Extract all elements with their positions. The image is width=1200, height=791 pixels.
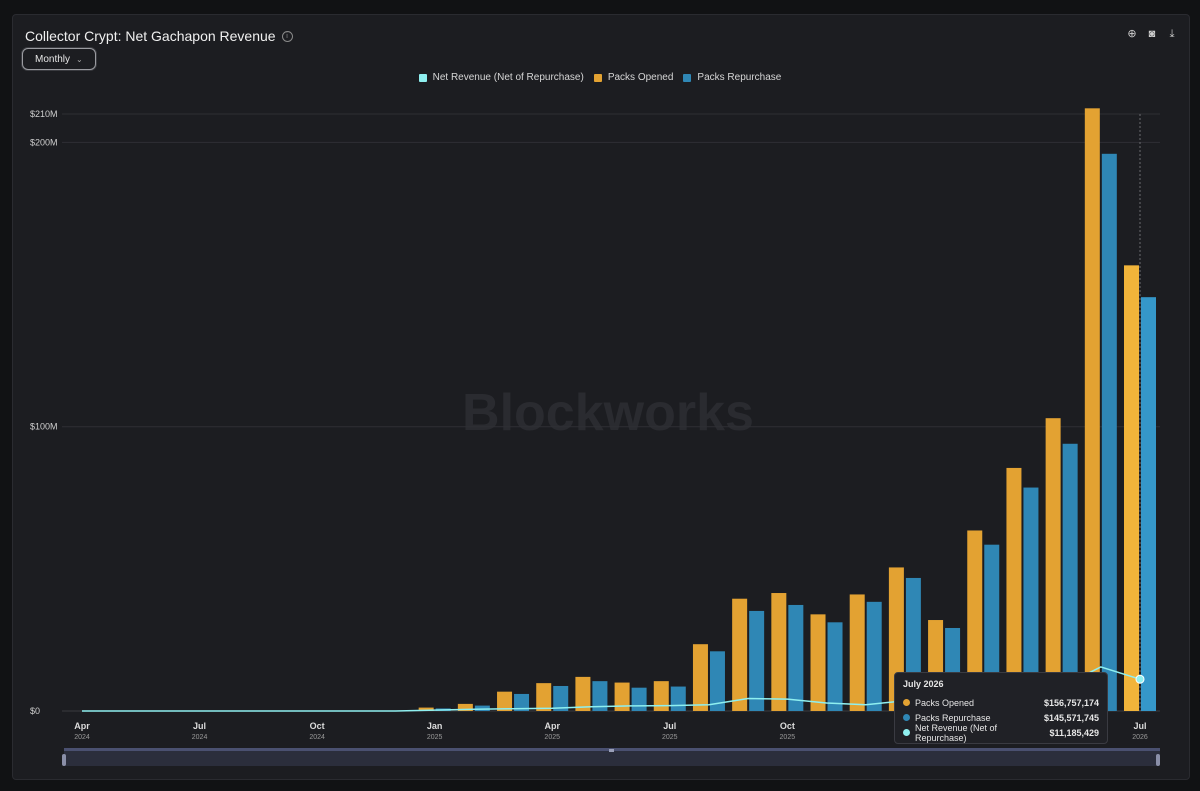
tooltip-row: Net Revenue (Net of Repurchase) $11,185,… bbox=[903, 722, 1099, 743]
tooltip-label: Packs Opened bbox=[915, 697, 975, 708]
x-tick-month: Oct bbox=[780, 721, 795, 731]
range-navigator[interactable] bbox=[64, 748, 1160, 766]
bar-packs-repurchase[interactable] bbox=[592, 681, 608, 711]
tooltip-value: $156,757,174 bbox=[1043, 697, 1099, 708]
legend-label-net: Net Revenue (Net of Repurchase) bbox=[432, 72, 584, 83]
x-tick-year: 2025 bbox=[780, 734, 796, 741]
bar-packs-repurchase[interactable] bbox=[514, 693, 530, 711]
tooltip-dot-repurchase bbox=[903, 714, 910, 721]
bar-packs-repurchase[interactable] bbox=[984, 544, 1000, 711]
tooltip-label: Net Revenue (Net of Repurchase) bbox=[915, 722, 998, 743]
bar-packs-repurchase[interactable] bbox=[553, 685, 569, 711]
y-tick-label: $0 bbox=[30, 706, 40, 716]
bar-packs-opened[interactable] bbox=[457, 703, 473, 711]
legend-label-repurchase: Packs Repurchase bbox=[697, 72, 782, 83]
tooltip: July 2026 Packs Opened $156,757,174 Pack… bbox=[894, 672, 1108, 744]
x-tick-month: Jul bbox=[1133, 721, 1146, 731]
chart-title: Collector Crypt: Net Gachapon Revenue bbox=[25, 28, 276, 44]
legend-swatch-opened bbox=[593, 73, 602, 82]
x-tick-month: Jan bbox=[427, 721, 443, 731]
bar-packs-repurchase[interactable] bbox=[788, 604, 804, 711]
bar-packs-repurchase[interactable] bbox=[1062, 443, 1078, 711]
x-tick-year: 2025 bbox=[544, 734, 560, 741]
tooltip-value: $11,185,429 bbox=[1049, 727, 1099, 738]
bar-packs-opened[interactable] bbox=[1045, 418, 1061, 711]
x-tick-month: Apr bbox=[74, 721, 90, 731]
x-tick-year: 2024 bbox=[192, 734, 208, 741]
tooltip-label: Packs Repurchase bbox=[915, 712, 991, 723]
x-tick-year: 2024 bbox=[309, 734, 325, 741]
bar-packs-opened[interactable] bbox=[967, 530, 983, 711]
info-icon[interactable]: i bbox=[281, 30, 293, 42]
x-tick-month: Oct bbox=[310, 721, 325, 731]
chart-legend: Net Revenue (Net of Repurchase) Packs Op… bbox=[0, 72, 1200, 83]
watermark: Blockworks bbox=[462, 384, 754, 442]
legend-item-opened[interactable]: Packs Opened bbox=[593, 72, 674, 83]
bar-packs-repurchase[interactable] bbox=[749, 610, 765, 711]
legend-swatch-repurchase bbox=[683, 73, 692, 82]
bar-packs-opened[interactable] bbox=[849, 594, 865, 711]
bar-packs-opened[interactable] bbox=[418, 707, 434, 711]
y-tick-label: $100M bbox=[30, 422, 58, 432]
bar-packs-repurchase[interactable] bbox=[1023, 487, 1039, 711]
tooltip-dot-net bbox=[903, 729, 910, 736]
period-label: Monthly bbox=[35, 53, 71, 65]
bar-packs-repurchase[interactable] bbox=[474, 705, 490, 711]
y-tick-label: $200M bbox=[30, 137, 58, 147]
range-handle-left[interactable] bbox=[62, 754, 66, 766]
bar-packs-opened[interactable] bbox=[497, 691, 513, 711]
net-revenue-point[interactable] bbox=[1135, 674, 1145, 684]
camera-icon[interactable]: ◙ bbox=[1148, 28, 1156, 40]
bar-packs-repurchase[interactable] bbox=[670, 686, 686, 711]
bar-packs-repurchase[interactable] bbox=[709, 651, 725, 711]
tooltip-value: $145,571,745 bbox=[1043, 712, 1099, 723]
bar-packs-repurchase[interactable] bbox=[631, 687, 647, 711]
download-icon[interactable]: ⤓ bbox=[1169, 28, 1175, 40]
chevron-down-icon: ⌄ bbox=[76, 54, 83, 64]
bar-packs-opened[interactable] bbox=[732, 598, 748, 711]
x-tick-month: Jul bbox=[193, 721, 206, 731]
bar-packs-opened[interactable] bbox=[575, 676, 591, 711]
bar-packs-repurchase[interactable] bbox=[1141, 297, 1156, 711]
toolbar: ⊕ ◙ ⤓ bbox=[1127, 28, 1177, 40]
zoom-icon[interactable]: ⊕ bbox=[1127, 28, 1137, 40]
bar-packs-opened[interactable] bbox=[692, 644, 708, 711]
legend-swatch-net bbox=[418, 73, 427, 82]
bar-packs-repurchase[interactable] bbox=[1101, 153, 1117, 712]
x-tick-year: 2025 bbox=[427, 734, 443, 741]
legend-item-net[interactable]: Net Revenue (Net of Repurchase) bbox=[418, 72, 584, 83]
tooltip-row: Packs Repurchase $145,571,745 bbox=[903, 710, 1099, 725]
bar-packs-repurchase[interactable] bbox=[827, 622, 843, 711]
tooltip-title: July 2026 bbox=[903, 679, 944, 689]
x-tick-year: 2024 bbox=[74, 734, 90, 741]
bar-packs-repurchase[interactable] bbox=[866, 601, 882, 711]
y-tick-label: $210M bbox=[30, 109, 58, 119]
bar-packs-opened[interactable] bbox=[1084, 108, 1100, 712]
bar-packs-opened[interactable] bbox=[614, 682, 630, 711]
period-dropdown[interactable]: Monthly ⌄ bbox=[22, 48, 96, 70]
chart-card: Collector Crypt: Net Gachapon Revenue i … bbox=[12, 14, 1190, 780]
range-grip-icon[interactable] bbox=[609, 749, 614, 752]
range-handle-right[interactable] bbox=[1156, 754, 1160, 766]
tooltip-row: Packs Opened $156,757,174 bbox=[903, 695, 1099, 710]
bar-packs-opened[interactable] bbox=[1006, 467, 1022, 711]
tooltip-dot-opened bbox=[903, 699, 910, 706]
legend-label-opened: Packs Opened bbox=[607, 72, 674, 83]
x-tick-year: 2025 bbox=[662, 734, 678, 741]
bar-packs-opened[interactable] bbox=[771, 593, 787, 711]
bar-packs-opened[interactable] bbox=[1124, 265, 1139, 711]
x-tick-month: Jul bbox=[663, 721, 676, 731]
bar-packs-opened[interactable] bbox=[810, 614, 826, 711]
bar-packs-opened[interactable] bbox=[536, 683, 552, 711]
bar-packs-opened[interactable] bbox=[653, 681, 669, 711]
chart-title-row: Collector Crypt: Net Gachapon Revenue i bbox=[25, 28, 293, 44]
x-tick-year: 2026 bbox=[1132, 734, 1148, 741]
legend-item-repurchase[interactable]: Packs Repurchase bbox=[683, 72, 781, 83]
x-tick-month: Apr bbox=[544, 721, 560, 731]
